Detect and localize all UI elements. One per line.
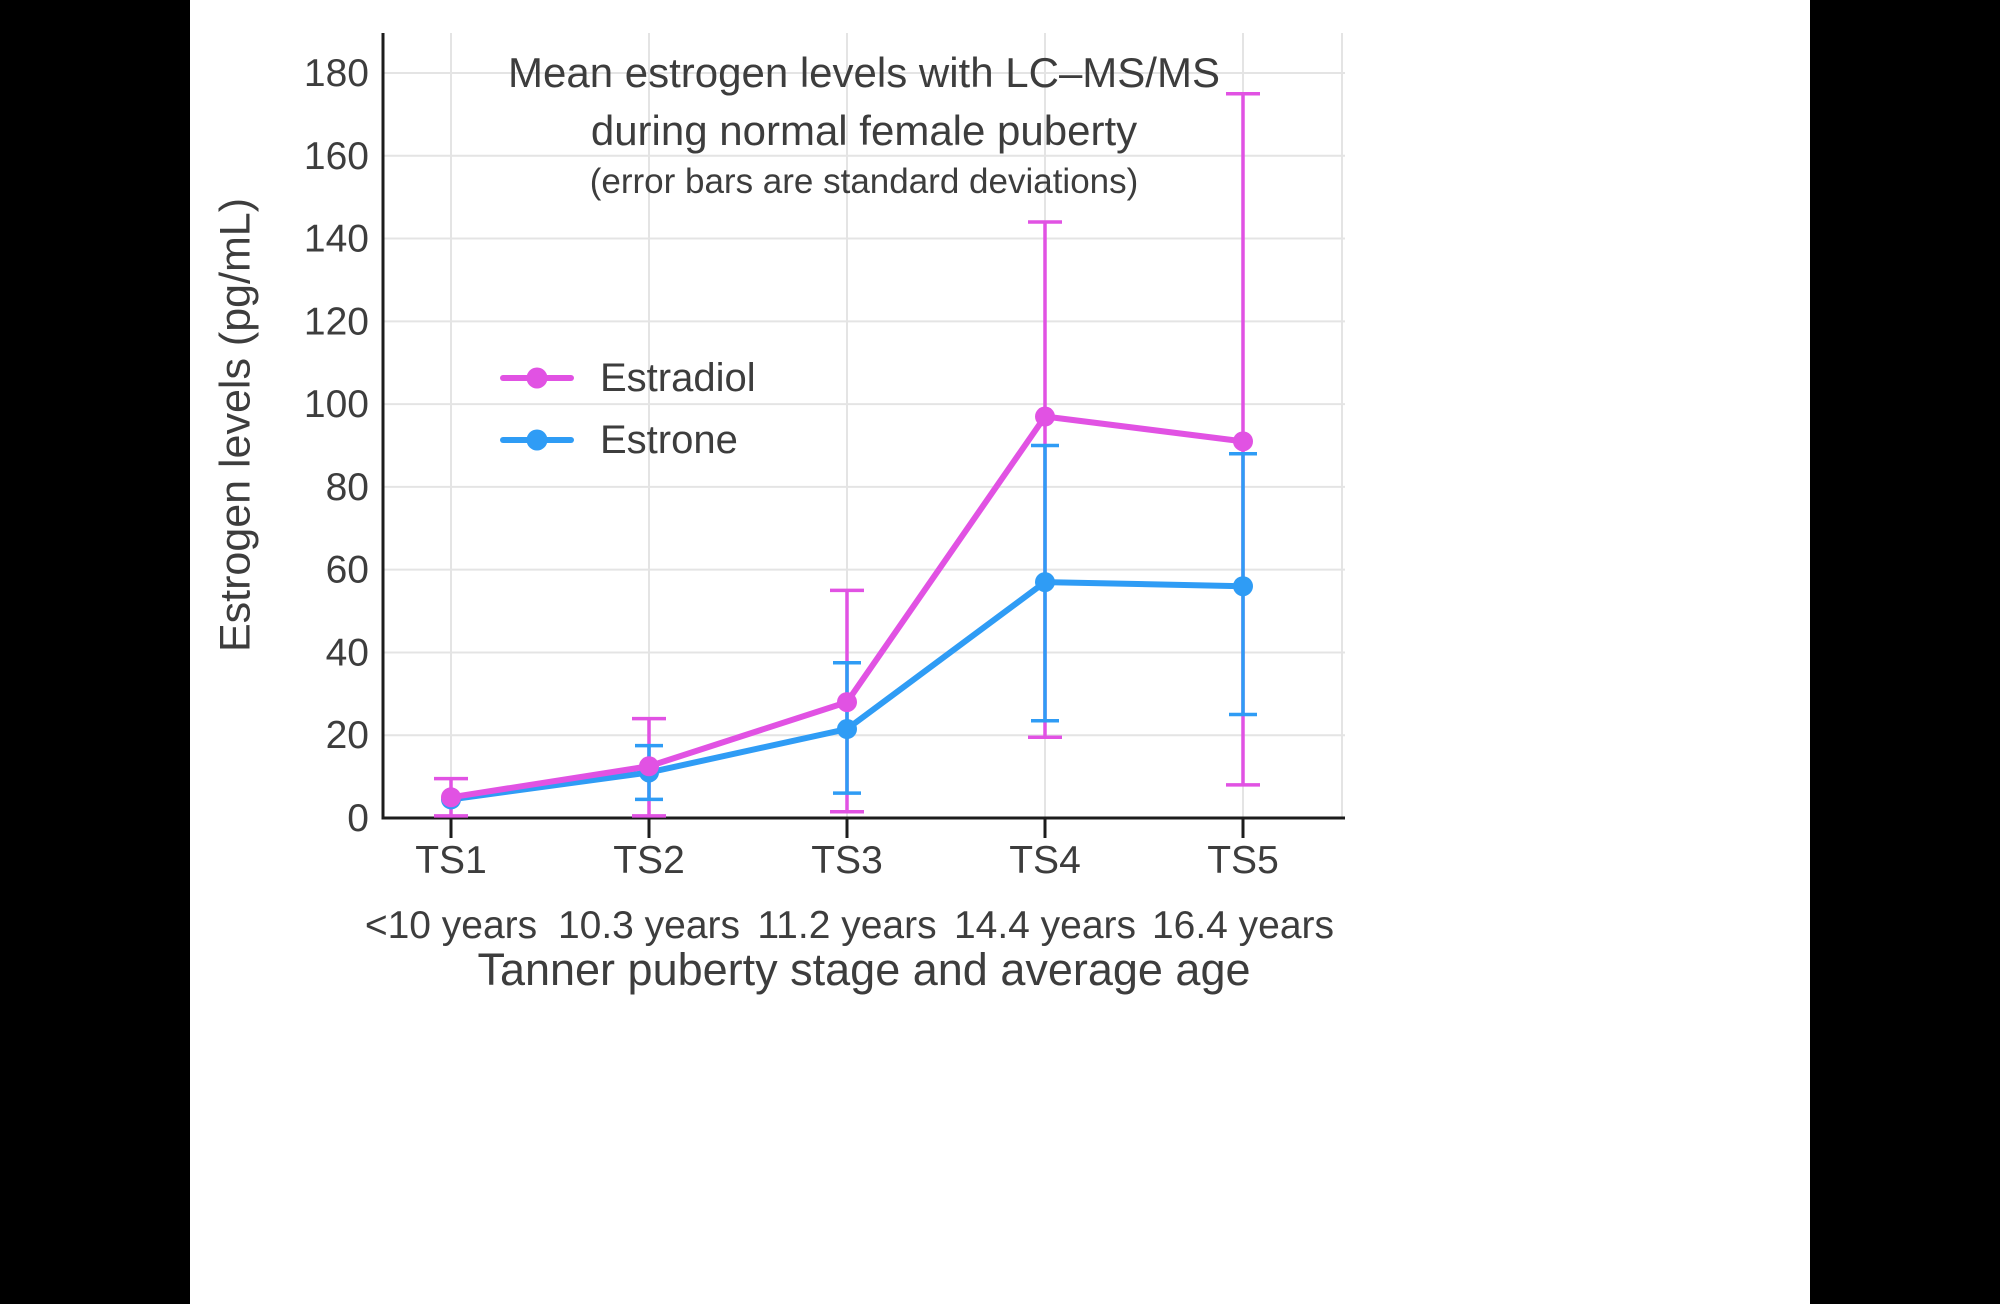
x-axis-label: Tanner puberty stage and average age	[477, 944, 1251, 995]
estrone-data-point	[837, 719, 857, 740]
x-tick-label-stage: TS3	[811, 839, 883, 882]
estrone-line-marker-icon	[500, 437, 574, 443]
y-tick-label: 80	[326, 466, 369, 509]
chart-subtitle: (error bars are standard deviations)	[589, 162, 1139, 201]
chart-title-line2: during normal female puberty	[590, 107, 1138, 154]
x-tick-label-stage: TS2	[613, 839, 685, 882]
estradiol-data-point	[1233, 431, 1253, 452]
estrone-data-point	[1035, 572, 1055, 593]
letterbox-left	[0, 0, 190, 1304]
x-tick-label-age: 14.4 years	[954, 904, 1136, 947]
estradiol-data-point	[1035, 406, 1055, 427]
x-tick-label-age: 11.2 years	[757, 904, 936, 947]
y-tick-label: 0	[347, 797, 369, 840]
y-tick-label: 160	[304, 135, 369, 178]
estradiol-line-marker-icon	[500, 375, 574, 381]
x-tick-label-age: 16.4 years	[1152, 904, 1334, 947]
y-tick-label: 180	[304, 52, 369, 95]
legend-item-estrone: Estrone	[500, 414, 756, 466]
y-tick-label: 120	[304, 300, 369, 343]
chart-title: Mean estrogen levels with LC–MS/MS durin…	[383, 44, 1345, 160]
x-tick-label-age: 10.3 years	[558, 904, 740, 947]
y-tick-label: 140	[304, 218, 369, 261]
x-tick-label-age: <10 years	[365, 904, 537, 947]
y-tick-label: 60	[326, 549, 369, 592]
y-tick-label: 20	[326, 714, 369, 757]
y-axis-label: Estrogen levels (pg/mL)	[211, 197, 260, 653]
x-tick-label-stage: TS4	[1009, 839, 1081, 882]
estradiol-data-point	[837, 692, 857, 713]
estradiol-data-point	[639, 756, 659, 777]
legend-label-estrone: Estrone	[600, 417, 738, 462]
estrogen-line-chart: 0 20 40 60 80 100 120 140 160 180 TS1 <10 years TS2 1…	[304, 33, 1345, 947]
y-tick-label: 40	[326, 631, 369, 674]
legend: Estradiol Estrone	[500, 352, 756, 466]
letterbox-right	[1810, 0, 2000, 1304]
chart-panel: 0 20 40 60 80 100 120 140 160 180 TS1 <10 years TS2 1…	[190, 0, 1810, 1304]
legend-item-estradiol: Estradiol	[500, 352, 756, 404]
chart-title-line1: Mean estrogen levels with LC–MS/MS	[508, 49, 1220, 96]
legend-label-estradiol: Estradiol	[600, 355, 756, 400]
y-tick-label: 100	[304, 383, 369, 426]
estrone-data-point	[1233, 576, 1253, 597]
estradiol-data-point	[441, 787, 461, 808]
x-tick-label-stage: TS1	[415, 839, 487, 882]
x-tick-label-stage: TS5	[1207, 839, 1279, 882]
